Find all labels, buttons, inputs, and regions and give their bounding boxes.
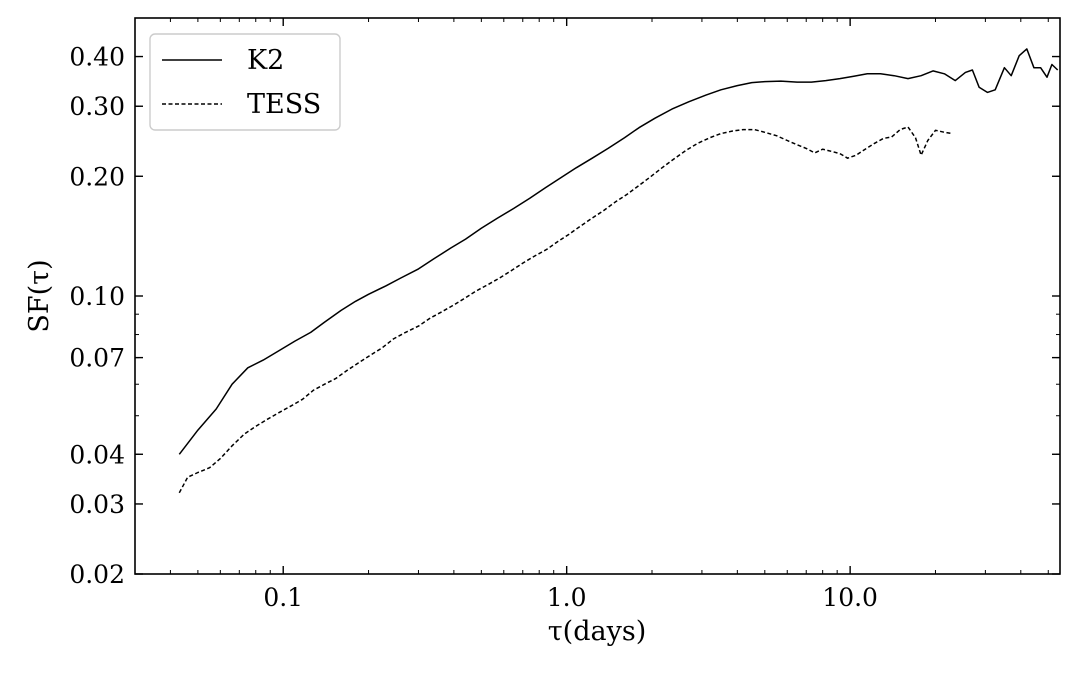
- series-line-k2: [178, 48, 1059, 455]
- x-axis-label: τ(days): [548, 616, 647, 647]
- x-tick-label: 0.1: [263, 583, 303, 612]
- y-tick-label: 0.07: [69, 344, 125, 373]
- y-tick-label: 0.10: [69, 282, 125, 311]
- series-line-tess: [178, 126, 953, 494]
- y-tick-label: 0.03: [69, 490, 125, 519]
- y-tick-label: 0.40: [69, 43, 125, 72]
- y-axis-ticks: 0.02 0.03 0.04 0.07 0.10 0.20 0.30 0.40: [69, 17, 1060, 589]
- y-tick-label: 0.02: [69, 560, 125, 589]
- legend: K2 TESS: [149, 33, 341, 131]
- y-tick-label: 0.20: [69, 162, 125, 191]
- legend-label-tess: TESS: [247, 89, 321, 120]
- series-layer: [178, 48, 1059, 494]
- legend-box: [149, 33, 341, 131]
- x-tick-label: 1.0: [547, 583, 587, 612]
- y-tick-label: 0.30: [69, 92, 125, 121]
- y-axis-label: SF(τ): [24, 259, 55, 332]
- legend-label-k2: K2: [247, 45, 284, 76]
- y-tick-label: 0.04: [69, 440, 125, 469]
- x-axis-ticks: 0.1 1.0 10.0: [169, 18, 1049, 612]
- x-tick-label: 10.0: [822, 583, 878, 612]
